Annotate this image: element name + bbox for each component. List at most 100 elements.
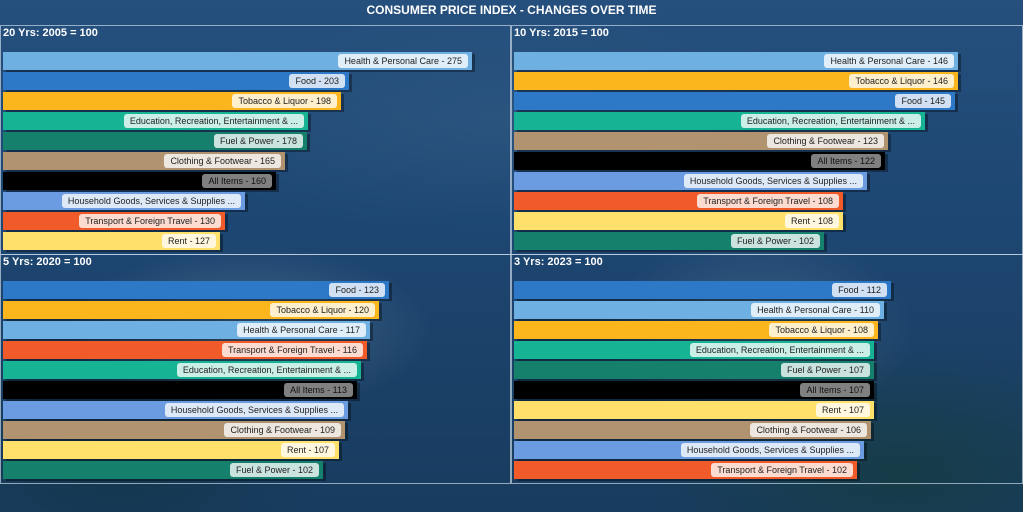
bar-label: Household Goods, Services & Supplies ... — [683, 174, 863, 188]
bar-label: All Items - 107 — [800, 383, 870, 397]
bar-label: Fuel & Power - 107 — [780, 363, 870, 377]
bar-row: Rent - 108 — [514, 212, 846, 232]
bar-label: Clothing & Footwear - 109 — [224, 423, 341, 437]
bar-row: Fuel & Power - 102 — [514, 232, 827, 252]
bar-row: Household Goods, Services & Supplies ... — [514, 441, 867, 461]
bar-row: Health & Personal Care - 110 — [514, 301, 887, 321]
bar-row: Transport & Foreign Travel - 130 — [3, 212, 228, 232]
bar[interactable] — [514, 401, 874, 419]
bar-label: Rent - 107 — [815, 403, 870, 417]
bar-row: All Items - 113 — [3, 381, 360, 401]
bar-row: All Items - 107 — [514, 381, 877, 401]
bar-row: Health & Personal Care - 117 — [3, 321, 373, 341]
bar-label: Fuel & Power - 102 — [229, 463, 319, 477]
bar-label: Health & Personal Care - 117 — [237, 323, 366, 337]
bar-label: Transport & Foreign Travel - 102 — [711, 463, 853, 477]
bar-label: Health & Personal Care - 146 — [824, 54, 954, 68]
bar-row: Education, Recreation, Entertainment & .… — [514, 341, 877, 361]
bar-label: Clothing & Footwear - 165 — [164, 154, 281, 168]
bar-row: Education, Recreation, Entertainment & .… — [514, 112, 928, 132]
bar-row: Rent - 107 — [3, 441, 342, 461]
bar-row: Transport & Foreign Travel - 116 — [3, 341, 370, 361]
panel-title: 5 Yrs: 2020 = 100 — [3, 256, 92, 268]
bar-label: Food - 203 — [289, 74, 345, 88]
bar[interactable] — [514, 152, 885, 170]
bar-row: Fuel & Power - 178 — [3, 132, 310, 152]
bar-row: Tobacco & Liquor - 108 — [514, 321, 881, 341]
bar[interactable] — [3, 72, 349, 90]
bar-label: Education, Recreation, Entertainment & .… — [123, 114, 304, 128]
bar-label: Food - 112 — [832, 283, 887, 297]
chart-panel-3-years: 3 Yrs: 2023 = 100 Food - 112 Health & Per… — [511, 254, 1023, 484]
bar-row: All Items - 122 — [514, 152, 888, 172]
bar-row: Rent - 107 — [514, 401, 877, 421]
bar-row: Clothing & Footwear - 165 — [3, 152, 288, 172]
bar-label: All Items - 113 — [284, 383, 353, 397]
bar-label: Transport & Foreign Travel - 116 — [221, 343, 363, 357]
bar-row: Health & Personal Care - 146 — [514, 52, 961, 72]
chart-panel-10-years: 10 Yrs: 2015 = 100 Health & Personal Car… — [511, 25, 1023, 255]
bar[interactable] — [3, 281, 389, 299]
bar-label: Household Goods, Services & Supplies ... — [680, 443, 860, 457]
bar-label: Transport & Foreign Travel - 108 — [697, 194, 839, 208]
bar-label: Fuel & Power - 102 — [730, 234, 820, 248]
bar[interactable] — [3, 441, 339, 459]
bar-label: Health & Personal Care - 275 — [338, 54, 468, 68]
bar-row: Food - 112 — [514, 281, 894, 301]
bar-row: Food - 203 — [3, 72, 352, 92]
panel-title: 3 Yrs: 2023 = 100 — [514, 256, 603, 268]
bar-row: Household Goods, Services & Supplies ... — [3, 192, 248, 212]
bar-row: Household Goods, Services & Supplies ... — [514, 172, 870, 192]
bar-row: All Items - 160 — [3, 172, 279, 192]
bar-row: Rent - 127 — [3, 232, 223, 252]
bar-label: Tobacco & Liquor - 198 — [232, 94, 337, 108]
bar-label: Education, Recreation, Entertainment & .… — [176, 363, 357, 377]
bar-row: Clothing & Footwear - 123 — [514, 132, 891, 152]
bar-row: Food - 123 — [3, 281, 392, 301]
bar-row: Fuel & Power - 107 — [514, 361, 877, 381]
bar-label: Tobacco & Liquor - 120 — [270, 303, 375, 317]
chart-panel-20-years: 20 Yrs: 2005 = 100 Health & Personal Car… — [0, 25, 511, 255]
bar-label: Tobacco & Liquor - 108 — [769, 323, 874, 337]
panel-title: 10 Yrs: 2015 = 100 — [514, 27, 609, 39]
bar-row: Health & Personal Care - 275 — [3, 52, 475, 72]
bar-row: Food - 145 — [514, 92, 958, 112]
page-title: CONSUMER PRICE INDEX - CHANGES OVER TIME — [366, 3, 657, 17]
bar-label: Transport & Foreign Travel - 130 — [79, 214, 221, 228]
bar-row: Education, Recreation, Entertainment & .… — [3, 112, 311, 132]
bar-label: All Items - 122 — [811, 154, 881, 168]
bar-label: Clothing & Footwear - 123 — [767, 134, 884, 148]
bar[interactable] — [514, 212, 843, 230]
bar-label: Clothing & Footwear - 106 — [750, 423, 867, 437]
panel-title: 20 Yrs: 2005 = 100 — [3, 27, 98, 39]
bar-row: Clothing & Footwear - 109 — [3, 421, 348, 441]
bar-row: Transport & Foreign Travel - 108 — [514, 192, 846, 212]
bar[interactable] — [514, 381, 874, 399]
bar-label: Education, Recreation, Entertainment & .… — [689, 343, 870, 357]
bar-row: Tobacco & Liquor - 120 — [3, 301, 382, 321]
bar-label: Rent - 127 — [161, 234, 216, 248]
bar-label: Rent - 107 — [280, 443, 335, 457]
bar-row: Fuel & Power - 102 — [3, 461, 326, 481]
bar[interactable] — [514, 92, 955, 110]
bar-label: Tobacco & Liquor - 146 — [849, 74, 954, 88]
bar-label: Education, Recreation, Entertainment & .… — [740, 114, 921, 128]
bar-label: Rent - 108 — [784, 214, 839, 228]
bar-row: Tobacco & Liquor - 146 — [514, 72, 961, 92]
bar-label: Fuel & Power - 178 — [213, 134, 303, 148]
bar-label: Food - 123 — [329, 283, 385, 297]
bar-row: Tobacco & Liquor - 198 — [3, 92, 344, 112]
chart-panel-5-years: 5 Yrs: 2020 = 100 Food - 123 Tobacco & Li… — [0, 254, 511, 484]
bar-label: Household Goods, Services & Supplies ... — [164, 403, 344, 417]
bar-label: Household Goods, Services & Supplies ... — [61, 194, 241, 208]
bar-row: Household Goods, Services & Supplies ... — [3, 401, 351, 421]
bar-label: Food - 145 — [895, 94, 951, 108]
bar-row: Clothing & Footwear - 106 — [514, 421, 874, 441]
bar-label: All Items - 160 — [202, 174, 272, 188]
bar[interactable] — [514, 72, 958, 90]
bar-row: Education, Recreation, Entertainment & .… — [3, 361, 364, 381]
bar[interactable] — [514, 281, 891, 299]
bar-row: Transport & Foreign Travel - 102 — [514, 461, 860, 481]
bar[interactable] — [3, 381, 357, 399]
bar-label: Health & Personal Care - 110 — [751, 303, 880, 317]
